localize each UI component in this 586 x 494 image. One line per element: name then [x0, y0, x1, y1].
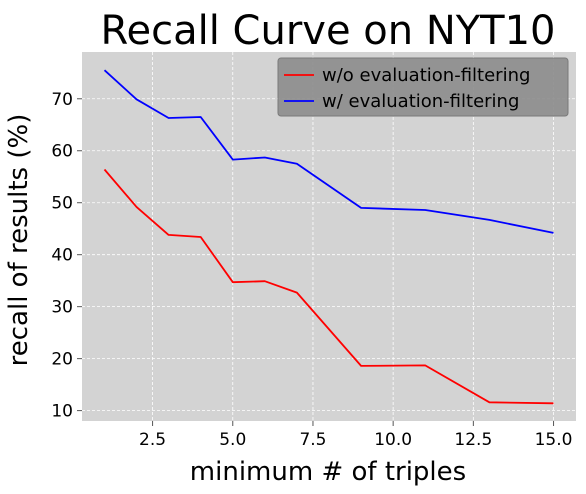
y-tick-label: 20 — [51, 350, 73, 370]
legend-label: w/o evaluation-filtering — [322, 65, 530, 86]
legend: w/o evaluation-filtering w/ evaluation-fi… — [277, 57, 569, 117]
series-line-2 — [103, 69, 554, 234]
legend-label: w/ evaluation-filtering — [322, 91, 519, 112]
y-tick-label: 10 — [51, 402, 73, 422]
y-tick-label: 60 — [51, 142, 73, 162]
y-tick-label: 40 — [51, 246, 73, 266]
y-tick-label: 30 — [51, 298, 73, 318]
x-tick-label: 10.0 — [374, 430, 412, 450]
y-tick-label: 70 — [51, 90, 73, 110]
x-tick-label: 5.0 — [219, 430, 246, 450]
series-line-1 — [103, 168, 554, 405]
series-lines — [103, 69, 554, 405]
x-axis-label: minimum # of triples — [190, 457, 466, 487]
y-axis-label: recall of results (%) — [4, 114, 34, 367]
x-tick-label: 2.5 — [139, 430, 166, 450]
x-tick-label: 7.5 — [299, 430, 326, 450]
x-tick-label: 12.5 — [454, 430, 492, 450]
x-tick-label: 15.0 — [535, 430, 573, 450]
axes: 2.5 5.0 7.5 10.0 12.5 15.0 10 20 30 40 50 60 70 — [51, 90, 572, 450]
chart-title: Recall Curve on NYT10 — [101, 8, 556, 54]
y-tick-label: 50 — [51, 194, 73, 214]
legend-box — [277, 57, 569, 117]
